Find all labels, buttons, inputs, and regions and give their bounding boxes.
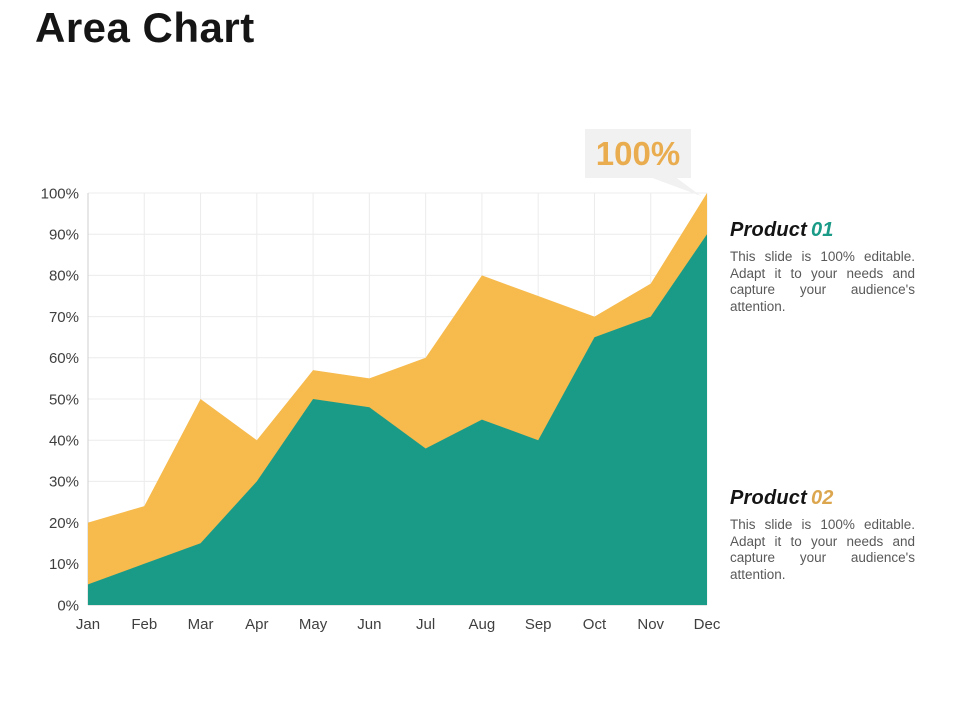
x-tick-label: Oct — [583, 616, 607, 633]
product-01-heading-prefix: Product — [730, 219, 807, 241]
callout-value-label: 100% — [595, 134, 681, 172]
y-tick-label: 40% — [49, 432, 79, 449]
product-02-description: This slide is 100% editable. Adapt it to… — [730, 517, 915, 582]
y-tick-label: 60% — [49, 350, 79, 367]
y-tick-label: 20% — [49, 515, 79, 532]
callout-tail — [647, 176, 701, 196]
y-tick-label: 0% — [57, 597, 79, 614]
y-tick-label: 80% — [49, 268, 79, 285]
x-tick-label: Jun — [357, 616, 381, 633]
x-tick-label: Sep — [525, 616, 552, 633]
page-title: Area Chart — [35, 4, 255, 51]
x-tick-label: Nov — [637, 616, 664, 633]
product-01-block: Product 01 This slide is 100% editable. A… — [730, 219, 915, 315]
y-tick-label: 90% — [49, 226, 79, 243]
callout-bubble: 100% — [585, 129, 691, 178]
product-01-description: This slide is 100% editable. Adapt it to… — [730, 249, 915, 314]
y-tick-label: 100% — [41, 185, 79, 202]
product-01-heading: Product 01 — [730, 219, 915, 242]
series-area-product-01 — [88, 234, 707, 605]
x-tick-label: Jul — [416, 616, 435, 633]
product-02-heading-number: 02 — [810, 487, 834, 509]
y-tick-label: 50% — [49, 391, 79, 408]
y-tick-label: 30% — [49, 474, 79, 491]
x-tick-label: Dec — [694, 616, 721, 633]
product-02-heading: Product 02 — [730, 487, 915, 510]
x-tick-label: Feb — [131, 616, 157, 633]
y-tick-label: 10% — [49, 556, 79, 573]
product-02-heading-prefix: Product — [730, 487, 807, 509]
x-tick-label: Jan — [76, 616, 100, 633]
product-02-block: Product 02 This slide is 100% editable. A… — [730, 487, 915, 583]
x-tick-label: Mar — [188, 616, 214, 633]
product-01-heading-number: 01 — [810, 219, 834, 241]
x-tick-label: Apr — [245, 616, 268, 633]
y-tick-label: 70% — [49, 309, 79, 326]
x-tick-label: Aug — [469, 616, 496, 633]
x-tick-label: May — [299, 616, 328, 633]
